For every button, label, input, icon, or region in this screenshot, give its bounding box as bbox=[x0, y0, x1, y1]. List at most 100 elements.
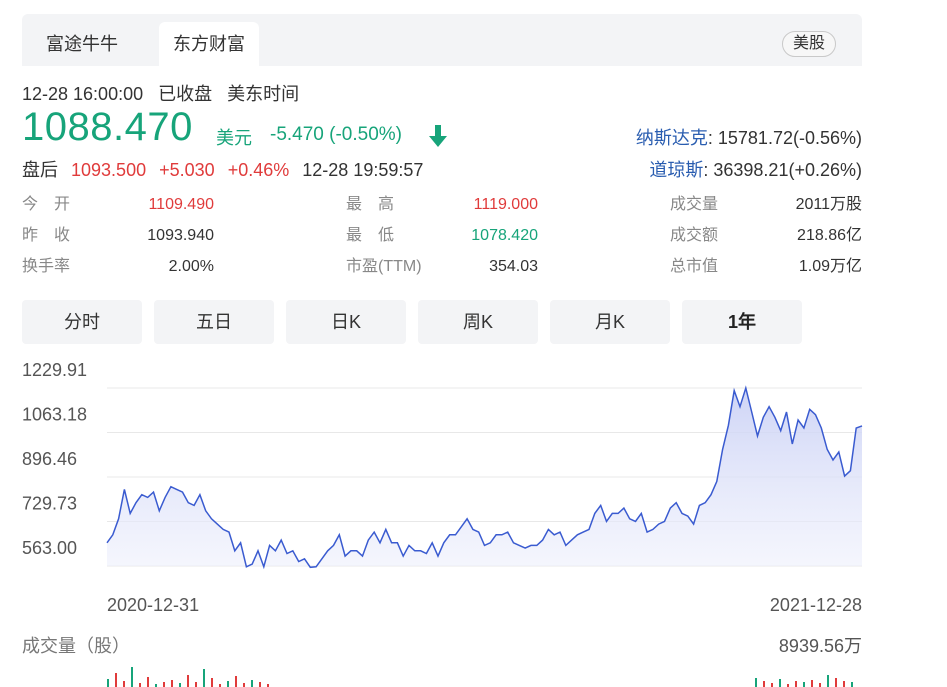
stat-label: 总市值 bbox=[670, 258, 719, 275]
volume-bar bbox=[171, 680, 173, 687]
tab-one-year[interactable]: 1年 bbox=[682, 300, 802, 344]
volume-bar bbox=[227, 681, 229, 687]
volume-bar bbox=[851, 682, 853, 687]
stat-value: 1.09万亿 bbox=[798, 258, 862, 275]
volume-bar bbox=[795, 681, 797, 687]
quote-status-line: 12-28 16:00:00 已收盘 美东时间 bbox=[22, 80, 309, 106]
stat-turnover-rate: 换手率 2.00% bbox=[22, 252, 214, 282]
volume-bar bbox=[755, 678, 757, 687]
volume-bar bbox=[211, 678, 213, 687]
x-label-end: 2021-12-28 bbox=[770, 595, 862, 615]
tab-monthly-k[interactable]: 月K bbox=[550, 300, 670, 344]
volume-bar bbox=[219, 684, 221, 687]
quote-datetime: 12-28 16:00:00 bbox=[22, 84, 144, 104]
index-value: : 15781.72(-0.56%) bbox=[707, 128, 862, 148]
stat-value: 1109.490 bbox=[148, 196, 214, 213]
stat-value: 1119.000 bbox=[473, 196, 538, 213]
last-price: 1088.470 bbox=[22, 105, 193, 149]
after-hours-line: 盘后 1093.500 +5.030 +0.46% 12-28 19:59:57 bbox=[22, 156, 431, 182]
stat-open: 今 开 1109.490 bbox=[22, 190, 214, 220]
volume-bar bbox=[195, 682, 197, 687]
stat-label: 昨 收 bbox=[22, 227, 71, 244]
market-badge[interactable]: 美股 bbox=[781, 31, 836, 57]
y-tick-label: 1063.18 bbox=[22, 405, 87, 425]
volume-bar bbox=[147, 677, 149, 687]
volume-bar bbox=[131, 667, 133, 687]
volume-bar bbox=[803, 682, 805, 687]
volume-bar bbox=[843, 681, 845, 687]
after-hours-pct: +0.46% bbox=[227, 160, 290, 180]
volume-bar bbox=[155, 684, 157, 687]
down-arrow-icon bbox=[429, 125, 447, 147]
tab-intraday[interactable]: 分时 bbox=[22, 300, 142, 344]
volume-bar bbox=[763, 681, 765, 687]
market-status: 已收盘 bbox=[158, 84, 213, 104]
tab-futu[interactable]: 富途牛牛 bbox=[46, 34, 118, 54]
volume-bar bbox=[771, 683, 773, 687]
volume-bar bbox=[779, 679, 781, 687]
index-dowjones[interactable]: 道琼斯: 36398.21(+0.26%) bbox=[649, 156, 862, 182]
volume-bar bbox=[243, 683, 245, 687]
index-value: : 36398.21(+0.26%) bbox=[703, 160, 862, 180]
stat-value: 218.86亿 bbox=[797, 227, 862, 244]
volume-bar bbox=[259, 682, 261, 687]
volume-bar bbox=[139, 683, 141, 687]
timezone-label: 美东时间 bbox=[227, 84, 300, 104]
volume-bar bbox=[107, 679, 109, 687]
stat-label: 换手率 bbox=[22, 258, 71, 275]
stat-pe-ttm: 市盈(TTM) 354.03 bbox=[346, 252, 538, 282]
stat-value: 354.03 bbox=[489, 258, 538, 275]
index-name: 道琼斯 bbox=[649, 160, 704, 180]
stat-value: 1093.940 bbox=[147, 227, 214, 244]
volume-bar bbox=[827, 675, 829, 687]
volume-title: 成交量（股） bbox=[22, 636, 130, 656]
currency-label: 美元 bbox=[216, 128, 252, 148]
stat-label: 今 开 bbox=[22, 196, 71, 213]
after-hours-price: 1093.500 bbox=[71, 160, 147, 180]
stat-label: 成交额 bbox=[670, 227, 719, 244]
volume-bar bbox=[179, 683, 181, 687]
x-label-start: 2020-12-31 bbox=[107, 595, 199, 615]
stat-label: 最 低 bbox=[346, 227, 395, 244]
volume-bar bbox=[203, 669, 205, 687]
price-chart[interactable]: 1229.91 1063.18 896.46 729.73 563.00 2020-12… bbox=[0, 350, 947, 687]
price-change: -5.470 (-0.50%) bbox=[270, 124, 403, 145]
tab-eastmoney[interactable]: 东方财富 bbox=[159, 22, 259, 66]
y-tick-label: 896.46 bbox=[22, 449, 77, 469]
volume-bar bbox=[163, 682, 165, 687]
volume-bar bbox=[251, 680, 253, 687]
volume-bar bbox=[187, 675, 189, 687]
volume-bar bbox=[787, 684, 789, 687]
tab-five-day[interactable]: 五日 bbox=[154, 300, 274, 344]
price-line bbox=[106, 385, 863, 570]
volume-bar bbox=[267, 684, 269, 687]
stat-low: 最 低 1078.420 bbox=[346, 221, 538, 251]
volume-max: 8939.56万 bbox=[778, 636, 862, 656]
broker-tab-bar: 富途牛牛 东方财富 美股 bbox=[22, 14, 862, 66]
stat-value: 2.00% bbox=[168, 258, 214, 275]
after-hours-change: +5.030 bbox=[159, 160, 215, 180]
index-nasdaq[interactable]: 纳斯达克: 15781.72(-0.56%) bbox=[636, 124, 862, 150]
stat-amount: 成交额 218.86亿 bbox=[670, 221, 862, 251]
volume-bar bbox=[123, 681, 125, 687]
y-tick-label: 563.00 bbox=[22, 538, 77, 558]
y-tick-label: 729.73 bbox=[22, 493, 77, 513]
volume-bar bbox=[115, 673, 117, 687]
volume-bar bbox=[835, 678, 837, 687]
stat-label: 最 高 bbox=[346, 196, 395, 213]
stat-value: 2011万股 bbox=[795, 196, 862, 213]
stat-prev-close: 昨 收 1093.940 bbox=[22, 221, 214, 251]
tab-daily-k[interactable]: 日K bbox=[286, 300, 406, 344]
price-area bbox=[107, 388, 862, 568]
stat-market-cap: 总市值 1.09万亿 bbox=[670, 252, 862, 282]
index-name: 纳斯达克 bbox=[635, 128, 708, 148]
stat-label: 成交量 bbox=[670, 196, 719, 213]
stat-volume: 成交量 2011万股 bbox=[670, 190, 862, 220]
tab-weekly-k[interactable]: 周K bbox=[418, 300, 538, 344]
volume-bar bbox=[235, 676, 237, 687]
stat-high: 最 高 1119.000 bbox=[346, 190, 538, 220]
stat-label: 市盈(TTM) bbox=[346, 258, 422, 275]
volume-bar bbox=[811, 680, 813, 687]
after-hours-time: 12-28 19:59:57 bbox=[302, 160, 424, 180]
y-tick-label: 1229.91 bbox=[22, 360, 87, 380]
